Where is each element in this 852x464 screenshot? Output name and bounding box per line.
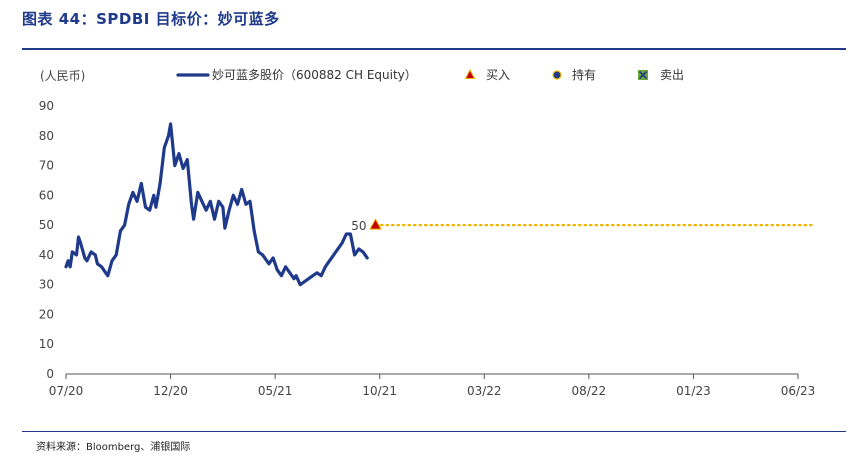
y-axis: 0 10 20 30 40 50 60 70 80 90 xyxy=(39,99,54,381)
y-tick-label: 30 xyxy=(39,278,54,292)
y-tick-label: 40 xyxy=(39,248,54,262)
legend-hold-marker xyxy=(552,70,562,80)
source-note: 资料来源：Bloomberg、浦银国际 xyxy=(36,442,191,453)
target-price-label: 50 xyxy=(351,219,366,233)
y-tick-label: 90 xyxy=(39,99,54,113)
figure-title: 图表 44：SPDBI 目标价：妙可蓝多 xyxy=(22,10,280,28)
price-line xyxy=(64,122,369,287)
price-series xyxy=(64,122,369,287)
stock-price-chart: 妙可蓝多股价（600882 CH Equity） 买入 持有 卖出 (人民币) 0 10… xyxy=(39,67,816,398)
x-tick-label: 03/22 xyxy=(467,384,502,398)
y-tick-label: 60 xyxy=(39,188,54,202)
legend-label-price: 妙可蓝多股价（600882 CH Equity） xyxy=(212,68,417,82)
y-tick-label: 70 xyxy=(39,159,54,173)
y-tick-label: 10 xyxy=(39,337,54,351)
x-tick-label: 06/23 xyxy=(781,384,816,398)
x-tick-label: 07/20 xyxy=(49,384,84,398)
buy-marker xyxy=(369,218,382,230)
legend-label-hold: 持有 xyxy=(572,67,596,82)
title-divider xyxy=(22,48,846,50)
y-tick-label: 50 xyxy=(39,218,54,232)
legend-label-sell: 卖出 xyxy=(660,68,684,82)
y-tick-label: 20 xyxy=(39,307,54,321)
x-axis: 07/20 12/20 05/21 10/21 03/22 08/22 01/23 06/23 xyxy=(49,373,816,398)
x-tick-label: 10/21 xyxy=(362,384,397,398)
y-tick-label: 0 xyxy=(46,367,54,381)
footer-divider xyxy=(22,431,846,432)
target-price-line: 50 xyxy=(351,218,816,233)
x-tick-label: 08/22 xyxy=(572,384,607,398)
x-tick-label: 05/21 xyxy=(258,384,293,398)
legend-buy-marker xyxy=(464,68,476,79)
legend-sell-cross xyxy=(638,70,648,80)
x-tick-label: 01/23 xyxy=(676,384,711,398)
chart-legend: 妙可蓝多股价（600882 CH Equity） 买入 持有 卖出 xyxy=(176,67,684,82)
y-tick-label: 80 xyxy=(39,129,54,143)
legend-label-buy: 买入 xyxy=(486,68,510,82)
y-axis-label: (人民币) xyxy=(40,69,85,83)
x-tick-label: 12/20 xyxy=(153,384,188,398)
